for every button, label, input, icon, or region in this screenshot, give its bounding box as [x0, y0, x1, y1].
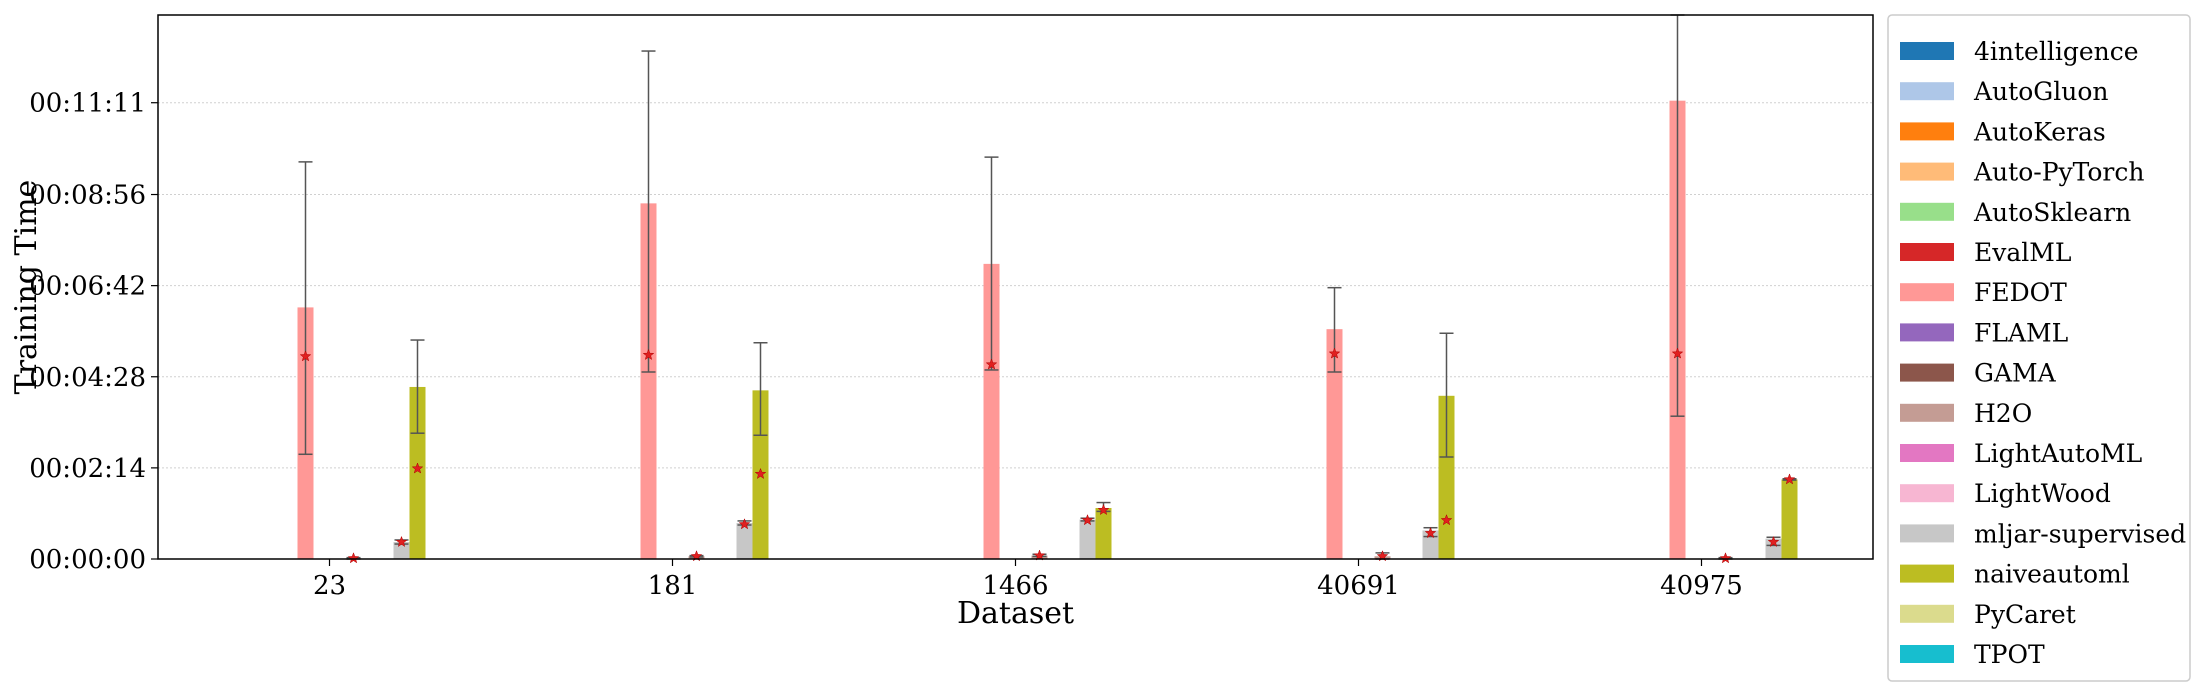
median-star	[642, 348, 655, 361]
legend-label: mljar-supervised	[1974, 519, 2186, 548]
bar	[1781, 479, 1798, 559]
bar	[1422, 530, 1439, 559]
legend-label: 4intelligence	[1974, 37, 2139, 66]
bar	[1765, 538, 1782, 559]
bar	[1095, 508, 1112, 559]
legend-label: AutoSklearn	[1973, 198, 2131, 227]
x-tick-label: 181	[648, 571, 698, 601]
legend-frame	[1887, 14, 2191, 682]
legend-swatch	[1900, 122, 1954, 141]
legend-swatch	[1900, 323, 1954, 342]
median-star	[738, 518, 751, 530]
y-tick-label: 00:04:28	[29, 363, 146, 393]
legend: 4intelligence AutoGluon AutoKeras Auto-PyTo…	[1887, 14, 2191, 682]
x-tick-label: 40975	[1660, 571, 1743, 601]
median-star	[1424, 526, 1437, 539]
bar	[409, 386, 426, 559]
y-tick-label: 00:00:00	[29, 545, 146, 575]
median-star	[985, 358, 998, 370]
legend-label: LightWood	[1974, 479, 2111, 508]
y-tick-label: 00:08:56	[29, 181, 146, 211]
x-tick-label: 1466	[982, 571, 1048, 601]
y-axis-label: Training Time	[9, 180, 44, 395]
legend-swatch	[1900, 604, 1954, 623]
median-star	[754, 467, 767, 480]
legend-label: H2O	[1974, 399, 2032, 428]
bar	[1079, 519, 1096, 559]
error-bars	[298, 14, 1797, 560]
legend-label: naiveautoml	[1974, 560, 2130, 589]
legend-swatch	[1900, 202, 1954, 221]
legend-swatch	[1900, 283, 1954, 302]
median-star	[1440, 514, 1453, 526]
median-star	[411, 462, 424, 474]
median-star	[1097, 503, 1110, 516]
legend-swatch	[1900, 162, 1954, 181]
median-star	[1328, 347, 1341, 359]
bar	[640, 203, 657, 560]
legend-swatch	[1900, 484, 1954, 503]
bar	[1438, 395, 1455, 559]
legend-swatch	[1900, 363, 1954, 382]
bars	[297, 100, 1798, 560]
legend-label: Auto-PyTorch	[1973, 158, 2144, 187]
legend-label: FEDOT	[1974, 278, 2067, 307]
bar	[983, 263, 1000, 559]
x-tick-label: 23	[313, 571, 346, 601]
legend-swatch	[1900, 243, 1954, 261]
median-markers	[299, 347, 1796, 564]
legend-swatch	[1900, 524, 1954, 543]
median-star	[1767, 535, 1780, 548]
legend-swatch	[1900, 645, 1954, 663]
gridlines	[158, 102, 1873, 469]
legend-label: EvalML	[1974, 238, 2071, 267]
legend-swatch	[1900, 82, 1954, 101]
x-tick-label: 40691	[1317, 571, 1400, 601]
legend-label: AutoGluon	[1973, 77, 2108, 106]
y-tick-label: 00:06:42	[29, 272, 146, 302]
bar	[736, 522, 753, 559]
legend-swatch	[1900, 444, 1954, 462]
median-star	[347, 552, 360, 564]
legend-label: PyCaret	[1974, 600, 2076, 629]
legend-label: LightAutoML	[1974, 439, 2142, 468]
y-tick-label: 00:11:11	[29, 89, 146, 119]
bar	[1326, 329, 1343, 559]
y-tick-label: 00:02:14	[29, 454, 146, 484]
legend-label: GAMA	[1974, 359, 2057, 388]
legend-label: AutoKeras	[1973, 117, 2106, 146]
median-star	[1033, 549, 1046, 561]
median-star	[1783, 473, 1796, 485]
median-star	[395, 535, 408, 548]
legend-swatch	[1900, 564, 1954, 583]
legend-swatch	[1900, 403, 1954, 422]
bar	[393, 542, 410, 559]
median-star	[299, 350, 312, 362]
median-star	[1719, 552, 1732, 564]
legend-swatch	[1900, 42, 1954, 60]
x-axis-label: Dataset	[957, 596, 1074, 631]
median-star	[1671, 347, 1684, 359]
median-star	[1081, 514, 1094, 526]
legend-label: FLAML	[1974, 318, 2068, 347]
legend-label: TPOT	[1974, 640, 2045, 669]
axis-ticks: 00:00:00 00:02:14 00:04:28 00:06:42 00:08:56…	[29, 89, 1743, 601]
